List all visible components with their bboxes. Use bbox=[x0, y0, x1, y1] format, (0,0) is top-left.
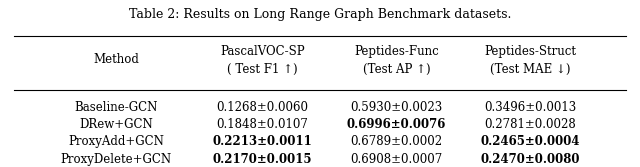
Text: Peptides-Struct: Peptides-Struct bbox=[484, 45, 576, 58]
Text: Table 2: Results on Long Range Graph Benchmark datasets.: Table 2: Results on Long Range Graph Ben… bbox=[129, 8, 511, 21]
Text: Baseline-GCN: Baseline-GCN bbox=[74, 101, 158, 114]
Text: 0.2465±0.0004: 0.2465±0.0004 bbox=[481, 135, 580, 148]
Text: 0.5930±0.0023: 0.5930±0.0023 bbox=[350, 101, 443, 114]
Text: 0.6908±0.0007: 0.6908±0.0007 bbox=[350, 153, 443, 166]
Text: (Test AP ↑): (Test AP ↑) bbox=[363, 63, 430, 76]
Text: 0.3496±0.0013: 0.3496±0.0013 bbox=[484, 101, 577, 114]
Text: 0.2470±0.0080: 0.2470±0.0080 bbox=[481, 153, 580, 166]
Text: 0.1848±0.0107: 0.1848±0.0107 bbox=[217, 118, 308, 131]
Text: 0.2781±0.0028: 0.2781±0.0028 bbox=[484, 118, 576, 131]
Text: 0.2170±0.0015: 0.2170±0.0015 bbox=[213, 153, 312, 166]
Text: 0.6789±0.0002: 0.6789±0.0002 bbox=[351, 135, 442, 148]
Text: PascalVOC-SP: PascalVOC-SP bbox=[220, 45, 305, 58]
Text: DRew+GCN: DRew+GCN bbox=[79, 118, 153, 131]
Text: ProxyAdd+GCN: ProxyAdd+GCN bbox=[68, 135, 164, 148]
Text: 0.2213±0.0011: 0.2213±0.0011 bbox=[212, 135, 312, 148]
Text: ProxyDelete+GCN: ProxyDelete+GCN bbox=[61, 153, 172, 166]
Text: (Test MAE ↓): (Test MAE ↓) bbox=[490, 63, 570, 76]
Text: 0.6996±0.0076: 0.6996±0.0076 bbox=[347, 118, 446, 131]
Text: Peptides-Func: Peptides-Func bbox=[354, 45, 439, 58]
Text: Method: Method bbox=[93, 53, 139, 66]
Text: 0.1268±0.0060: 0.1268±0.0060 bbox=[217, 101, 308, 114]
Text: ( Test F1 ↑): ( Test F1 ↑) bbox=[227, 63, 298, 76]
